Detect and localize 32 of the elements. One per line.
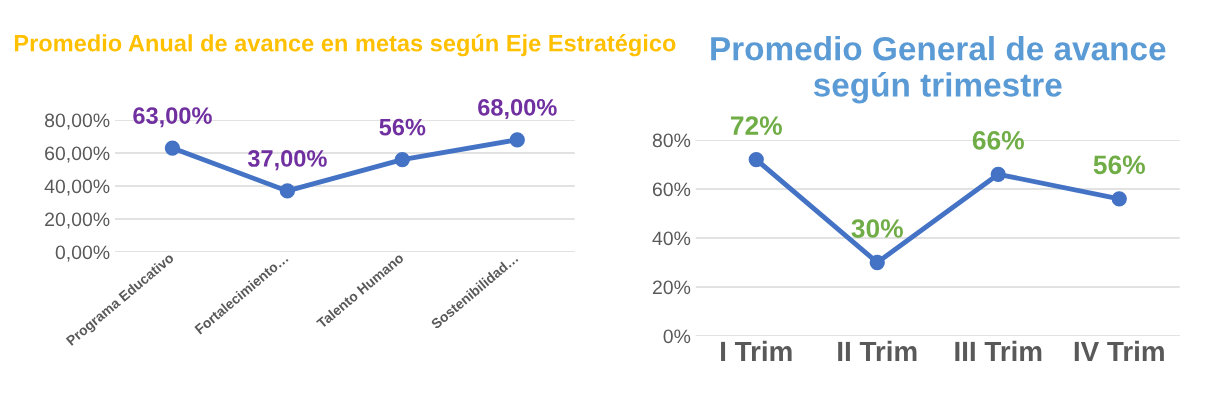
data-label: 56%: [379, 118, 426, 136]
y-tick-label: 40%: [652, 231, 691, 246]
y-tick-label: 0,00%: [55, 245, 110, 262]
x-tick-label: III Trim: [955, 340, 1042, 361]
data-label: 30%: [851, 219, 903, 238]
data-label: 66%: [972, 130, 1024, 150]
y-tick-label: 20,00%: [45, 212, 110, 229]
point: [869, 254, 885, 271]
chart-title: Promedio Anual de avance en metas según Eje Estratégico: [14, 34, 676, 57]
data-label: 68,00%: [478, 98, 557, 120]
y-tick-label: 80,00%: [44, 113, 110, 130]
point: [1111, 191, 1127, 207]
point: [394, 151, 410, 168]
data-label: 56%: [1093, 155, 1145, 175]
x-tick-label: II Trim: [838, 340, 917, 361]
y-tick-label: 20%: [652, 280, 691, 295]
point: [279, 183, 296, 199]
x-tick-label: I Trim: [721, 340, 792, 361]
y-tick-label: 60%: [652, 182, 691, 197]
point: [164, 140, 181, 156]
point: [509, 132, 525, 148]
data-label: 72%: [730, 116, 782, 135]
y-tick-label: 80%: [652, 133, 691, 148]
point: [990, 166, 1006, 182]
x-tick-label: IV Trim: [1074, 340, 1164, 361]
data-label: 63,00%: [133, 107, 212, 128]
y-tick-label: 40,00%: [44, 179, 110, 196]
point: [748, 151, 764, 168]
y-tick-label: 60,00%: [45, 146, 110, 163]
chart-title: Promedio General de avance según trimestre: [711, 36, 1166, 104]
y-tick-label: 0%: [663, 329, 691, 344]
data-label: 37,00%: [247, 150, 327, 171]
